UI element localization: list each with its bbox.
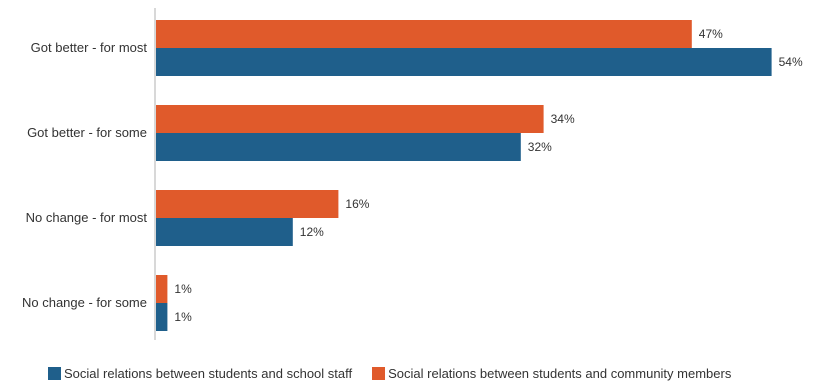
data-label-community-members: 1%	[174, 282, 192, 296]
bar-school-staff	[156, 303, 168, 331]
category-label: Got better - for most	[31, 40, 148, 55]
data-label-school-staff: 54%	[779, 55, 803, 69]
bar-school-staff	[156, 218, 293, 246]
bar-community-members	[156, 275, 168, 303]
data-label-school-staff: 12%	[300, 225, 324, 239]
bar-community-members	[156, 20, 692, 48]
data-label-community-members: 47%	[699, 27, 723, 41]
legend: Social relations between students and sc…	[48, 366, 818, 381]
category-label: No change - for most	[26, 210, 148, 225]
data-label-school-staff: 1%	[174, 310, 192, 324]
legend-item-community-members: Social relations between students and co…	[372, 366, 731, 381]
data-label-school-staff: 32%	[528, 140, 552, 154]
legend-item-school-staff: Social relations between students and sc…	[48, 366, 352, 381]
legend-label-school-staff: Social relations between students and sc…	[64, 366, 353, 381]
bar-community-members	[156, 190, 339, 218]
legend-label-community-members: Social relations between students and co…	[388, 366, 732, 381]
legend-swatch-school-staff	[48, 367, 61, 380]
data-label-community-members: 34%	[551, 112, 575, 126]
legend-swatch-community-members	[372, 367, 386, 380]
category-label: No change - for some	[22, 295, 147, 310]
category-label: Got better - for some	[27, 125, 147, 140]
bar-school-staff	[156, 133, 521, 161]
bar-community-members	[156, 105, 544, 133]
bar-school-staff	[156, 48, 772, 76]
data-label-community-members: 16%	[345, 197, 369, 211]
